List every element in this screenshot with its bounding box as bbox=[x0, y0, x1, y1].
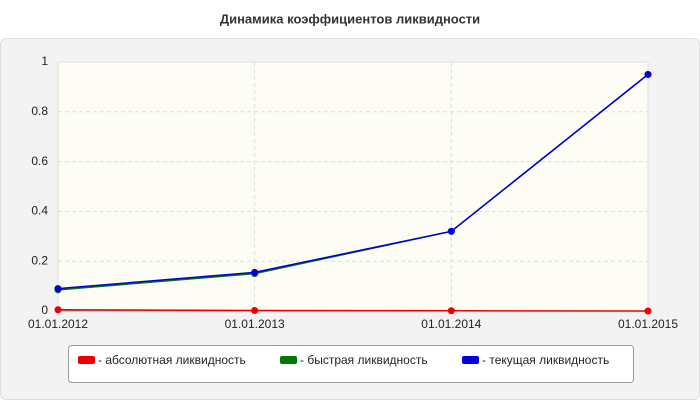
series-line bbox=[57, 309, 649, 312]
point bbox=[644, 307, 652, 315]
point bbox=[54, 306, 62, 314]
legend-swatch bbox=[462, 356, 479, 364]
point bbox=[54, 285, 62, 293]
legend-label: - быстрая ликвидность bbox=[300, 353, 428, 367]
x-tick-label: 01.01.2012 bbox=[28, 317, 88, 331]
y-tick-label: 0.2 bbox=[31, 253, 48, 267]
point bbox=[251, 307, 259, 315]
y-tick-label: 0.6 bbox=[31, 154, 48, 168]
point bbox=[644, 70, 652, 78]
legend-swatch bbox=[280, 356, 297, 364]
point bbox=[447, 227, 455, 235]
y-tick-label: 0 bbox=[41, 303, 48, 317]
legend bbox=[68, 345, 634, 383]
legend-label: - текущая ликвидность bbox=[482, 353, 609, 367]
y-tick-label: 1 bbox=[41, 54, 48, 68]
point bbox=[251, 268, 259, 276]
x-tick-label: 01.01.2014 bbox=[421, 317, 481, 331]
legend-label: - абсолютная ликвидность bbox=[98, 353, 246, 367]
chart-title: Динамика коэффициентов ликвидности bbox=[220, 11, 480, 26]
point bbox=[447, 307, 455, 315]
y-tick-label: 0.4 bbox=[31, 204, 48, 218]
series-line bbox=[57, 73, 649, 290]
plot-area bbox=[57, 61, 649, 312]
x-tick-label: 01.01.2013 bbox=[225, 317, 285, 331]
x-tick-label: 01.01.2015 bbox=[618, 317, 678, 331]
legend-swatch bbox=[78, 356, 95, 364]
y-tick-label: 0.8 bbox=[31, 104, 48, 118]
